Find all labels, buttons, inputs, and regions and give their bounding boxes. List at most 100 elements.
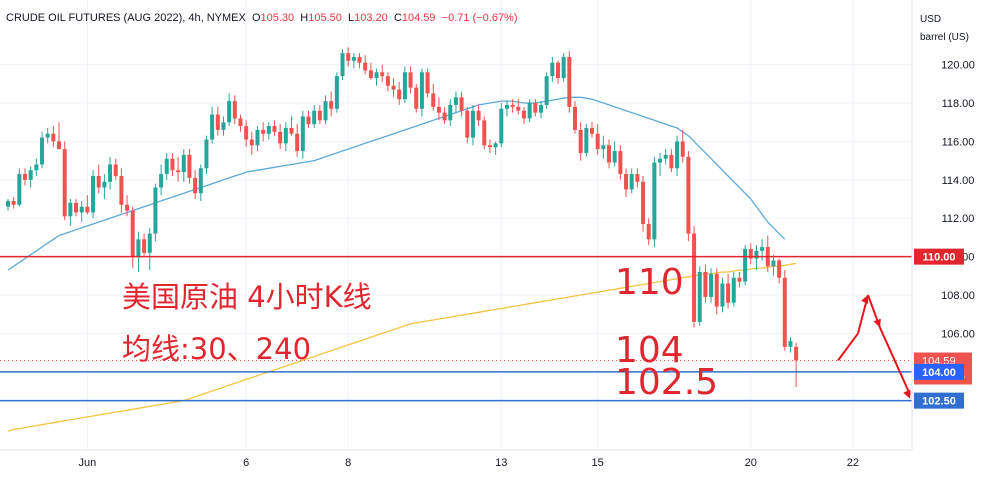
candle-body <box>709 273 714 297</box>
price-tag-104-bg <box>914 363 964 380</box>
candle-body <box>249 139 254 146</box>
close-label: C <box>393 12 402 24</box>
candle-body <box>244 126 249 140</box>
candle-body <box>771 260 776 267</box>
candle-body <box>692 233 697 322</box>
candle-body <box>578 129 583 153</box>
candle-body <box>726 283 731 303</box>
candle-body <box>550 62 555 77</box>
candle-body <box>334 76 339 109</box>
time-tick-label: 13 <box>495 457 507 469</box>
candle-body <box>425 72 430 94</box>
candle-body <box>108 164 113 182</box>
ma240-line <box>7 262 797 432</box>
symbol-title[interactable]: CRUDE OIL FUTURES (AUG 2022), 4h, NYMEX <box>6 12 246 24</box>
candle-body <box>686 156 691 234</box>
candle-body <box>57 141 62 150</box>
candle-body <box>368 70 373 79</box>
price-tag-110: 110.00 <box>922 252 955 264</box>
candle-body <box>346 53 351 61</box>
candle-body <box>68 202 73 217</box>
price-tag-102-5: 102.50 <box>922 396 956 408</box>
candle-body <box>754 250 759 259</box>
candle-body <box>204 139 209 169</box>
open-label: O <box>251 12 261 24</box>
time-tick-label: 8 <box>345 457 351 469</box>
candle-body <box>555 62 560 79</box>
candle-body <box>176 170 181 173</box>
candle-body <box>221 122 226 130</box>
candle-body <box>777 260 782 278</box>
candle-body <box>278 131 283 144</box>
time-tick-label: 15 <box>592 457 604 469</box>
candle-body <box>289 127 294 134</box>
candle-body <box>374 72 379 79</box>
annotation-title: 美国原油 4小时K线 <box>122 280 372 314</box>
candle-body <box>493 143 498 148</box>
candle-body <box>340 53 345 77</box>
price-tick-label: 106.00 <box>941 328 975 340</box>
price-tick-label: 120.00 <box>941 60 975 72</box>
candle-body <box>187 154 192 178</box>
candle-body <box>215 114 220 130</box>
candle-body <box>380 72 385 77</box>
candle-body <box>6 200 10 207</box>
projection-arrowhead-dip <box>873 318 881 328</box>
candle-body <box>567 56 572 107</box>
candle-body <box>306 116 311 125</box>
candle-body <box>714 273 719 307</box>
candle-body <box>130 210 135 257</box>
candle-body <box>669 154 674 169</box>
candle-body <box>283 127 288 144</box>
candle-body <box>476 110 481 121</box>
candle-body <box>680 141 685 157</box>
close-value: 104.59 <box>401 12 436 24</box>
price-tick-label: 116.00 <box>942 136 975 148</box>
projection-arrow-up <box>837 332 859 362</box>
candle-body <box>470 110 475 138</box>
candle-body <box>385 76 390 86</box>
annotation-110: 110 <box>615 262 684 303</box>
candle-body <box>397 89 402 100</box>
candle-body <box>510 104 515 107</box>
candle-body <box>113 164 118 176</box>
price-tag-104: 104.00 <box>922 367 956 379</box>
candle-body <box>125 204 130 211</box>
candle-body <box>147 233 152 253</box>
candle-body <box>17 174 22 205</box>
candle-body <box>646 223 651 240</box>
candle-body <box>102 181 107 188</box>
candle-body <box>136 239 141 257</box>
axis-unit-currency: USD <box>920 14 942 25</box>
candle-body <box>482 120 487 146</box>
candle-body <box>62 149 67 217</box>
candle-body <box>459 97 464 111</box>
annotation-ma-note: 均线:30、240 <box>122 332 312 366</box>
candle-body <box>11 200 16 205</box>
candle-body <box>300 116 305 152</box>
candle-body <box>516 106 521 111</box>
candle-body <box>607 145 612 163</box>
high-value: 105.50 <box>308 12 342 24</box>
chart-header: CRUDE OIL FUTURES (AUG 2022), 4h, NYMEX … <box>6 12 518 24</box>
ma30-line <box>7 96 786 271</box>
candle-body <box>91 175 96 213</box>
candle-body <box>436 106 441 113</box>
candle-body <box>210 114 215 140</box>
candle-body <box>408 72 413 88</box>
candle-body <box>164 158 169 175</box>
candle-body <box>448 104 453 121</box>
candle-body <box>272 126 277 132</box>
candle-body <box>527 103 532 119</box>
candle-body <box>612 151 617 163</box>
candle-body <box>34 164 39 171</box>
candle-body <box>357 56 362 63</box>
price-tick-label: 114.00 <box>942 175 975 187</box>
candle-body <box>28 170 33 180</box>
candle-body <box>465 110 470 138</box>
change-value: −0.71 (−0.67%) <box>441 12 518 24</box>
high-label: H <box>300 12 309 24</box>
candle-body <box>402 72 407 100</box>
candle-body <box>96 175 101 188</box>
